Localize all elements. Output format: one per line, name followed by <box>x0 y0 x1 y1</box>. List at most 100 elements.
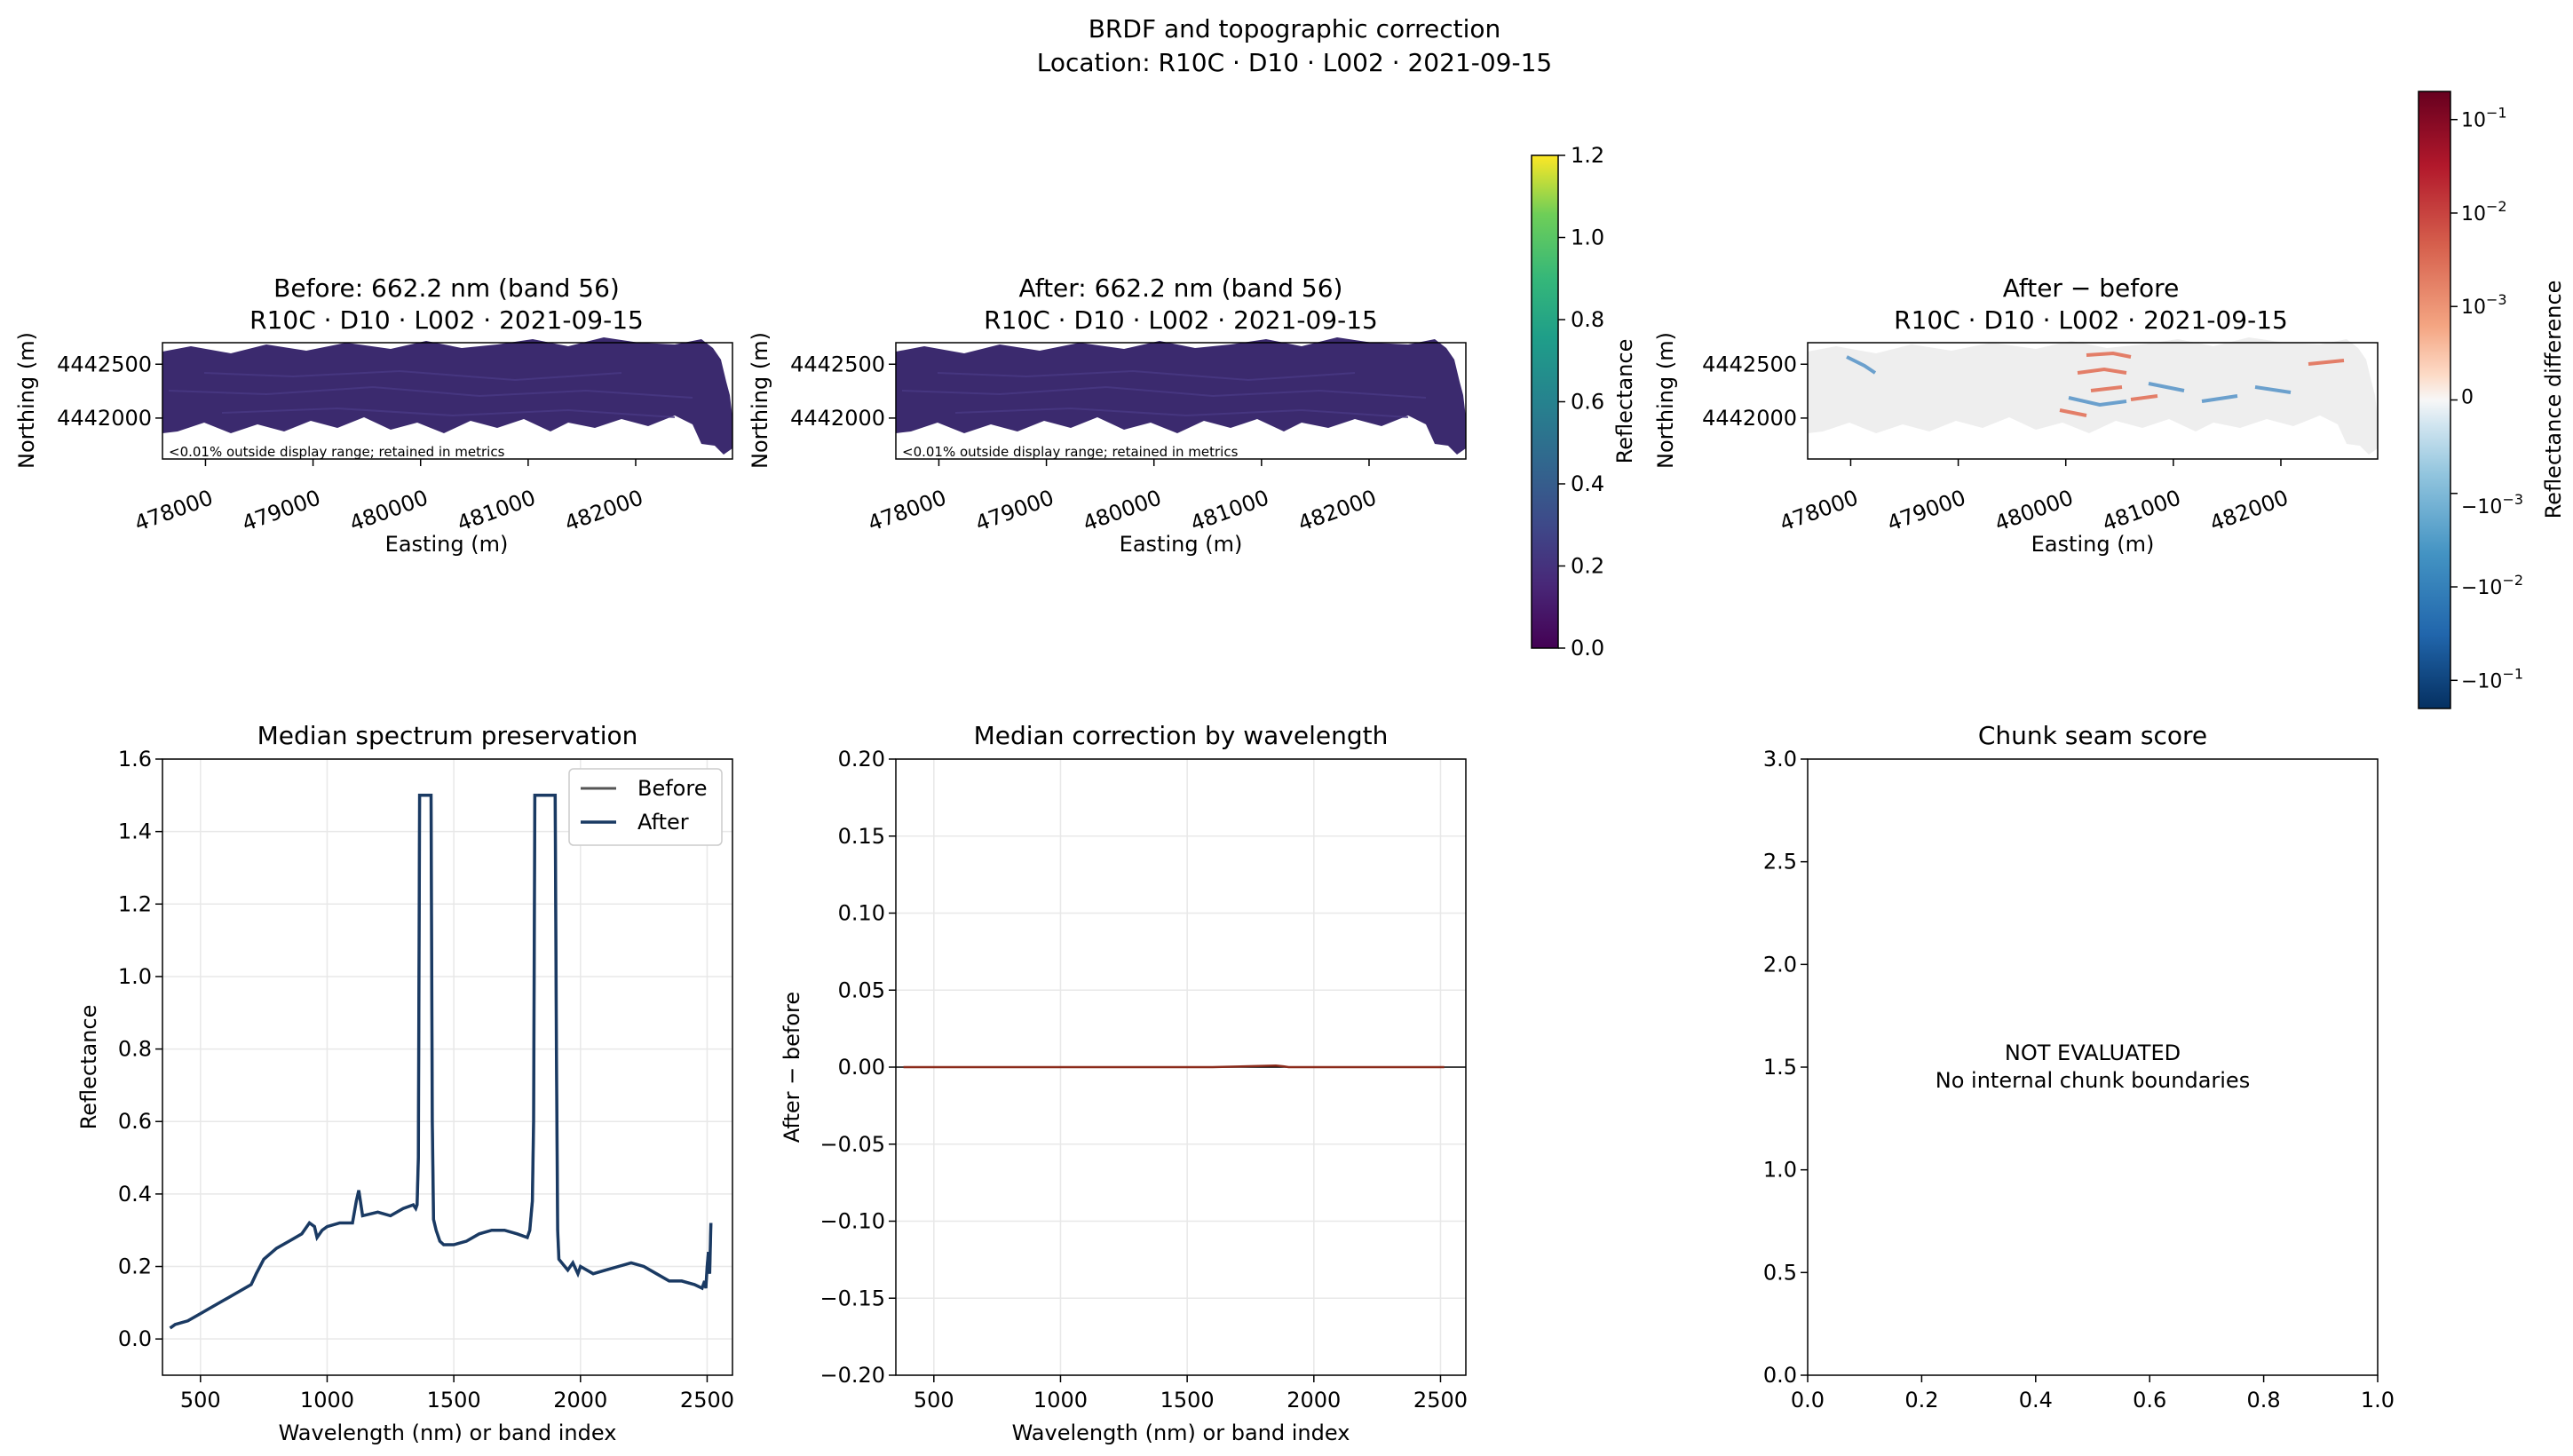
y-tick-label: 1.0 <box>1763 1158 1797 1183</box>
map-before-ylabel: Northing (m) <box>14 332 39 469</box>
reflectance-colorbar-label: Reflectance <box>1612 339 1637 464</box>
colorbar-tick-label: −10−3 <box>2461 491 2523 518</box>
seam-xticks: 0.0 0.2 0.4 0.6 0.8 1.0 <box>1791 1375 2395 1412</box>
map-diff-frame <box>1807 342 2379 460</box>
figure-title: BRDF and topographic correction <box>1089 14 1501 44</box>
y-tick-label: 0.2 <box>118 1254 152 1279</box>
correction-lines <box>896 1064 1466 1069</box>
x-tick-label: 482000 <box>1294 485 1380 536</box>
map-before-yticks: 4442000 4442500 <box>57 352 162 431</box>
reflectance-colorbar-ticks: 0.0 0.2 0.4 0.6 0.8 1.0 1.2 <box>1558 143 1604 661</box>
map-diff-subtitle: R10C · D10 · L002 · 2021-09-15 <box>1894 305 2288 335</box>
x-tick-label: 481000 <box>1187 485 1272 536</box>
spectrum-before-line <box>169 794 713 1330</box>
map-before-xlabel: Easting (m) <box>385 532 509 557</box>
x-tick-label: 479000 <box>239 485 324 536</box>
map-before-panel: Before: 662.2 nm (band 56) R10C · D10 · … <box>14 273 733 557</box>
spectrum-legend: Before After <box>568 768 723 846</box>
spectrum-xticks: 500 1000 1500 2000 2500 <box>180 1375 734 1412</box>
y-tick-label: 4442000 <box>790 406 885 431</box>
y-tick-label: 1.6 <box>118 747 152 772</box>
colorbar-tick-label: 10−2 <box>2461 198 2507 226</box>
figure-subtitle: Location: R10C · D10 · L002 · 2021-09-15 <box>1037 48 1552 77</box>
x-tick-label: 500 <box>914 1388 954 1412</box>
map-after-swath <box>896 337 1466 455</box>
x-tick-label: 478000 <box>865 485 950 536</box>
x-tick-label: 482000 <box>561 485 646 536</box>
y-tick-label: 1.4 <box>118 819 152 844</box>
correction-xlabel: Wavelength (nm) or band index <box>1012 1420 1350 1445</box>
x-tick-label: 482000 <box>2206 485 2292 536</box>
x-tick-label: 481000 <box>454 485 539 536</box>
x-tick-label: 479000 <box>972 485 1057 536</box>
reflectance-colorbar: 0.0 0.2 0.4 0.6 0.8 1.0 1.2 Reflectance <box>1531 143 1637 661</box>
spectrum-frame <box>162 758 733 1376</box>
map-before-texture <box>168 369 693 418</box>
map-before-note: <0.01% outside display range; retained i… <box>169 444 505 460</box>
seam-annotation-line1: NOT EVALUATED <box>2005 1041 2181 1065</box>
y-tick-label: 3.0 <box>1763 747 1797 772</box>
y-tick-label: 0.0 <box>118 1326 152 1351</box>
y-tick-label: 0.6 <box>118 1109 152 1134</box>
spectrum-legend-after-label: After <box>637 810 689 835</box>
x-tick-label: 480000 <box>1991 485 2077 536</box>
spectrum-legend-before-label: Before <box>637 776 707 801</box>
map-after-panel: After: 662.2 nm (band 56) R10C · D10 · L… <box>748 273 1467 557</box>
spectrum-lines <box>169 794 713 1330</box>
colorbar-tick-label: 10−3 <box>2461 291 2507 319</box>
difference-colorbar: 10−1 10−2 10−3 0 −10−3 −10−2 −10−1 Reflectance… <box>2418 91 2566 709</box>
seam-annotation-line2: No internal chunk boundaries <box>1936 1068 2250 1093</box>
map-diff-red-streaks <box>2059 351 2345 417</box>
map-diff-title: After − before <box>2003 273 2180 303</box>
map-diff-xlabel: Easting (m) <box>2031 532 2155 557</box>
y-tick-label: 1.2 <box>118 891 152 916</box>
map-diff-swath <box>1808 337 2378 455</box>
seam-frame <box>1807 758 2379 1376</box>
map-after-frame <box>895 342 1467 460</box>
map-after-note: <0.01% outside display range; retained i… <box>902 444 1239 460</box>
difference-colorbar-ticks: 10−1 10−2 10−3 0 −10−3 −10−2 −10−1 <box>2450 105 2523 692</box>
y-tick-label: 0.05 <box>838 977 885 1002</box>
colorbar-tick-label: 0.2 <box>1571 554 1604 579</box>
colorbar-tick-label: 0 <box>2461 387 2474 409</box>
y-tick-label: −0.05 <box>819 1132 885 1157</box>
difference-colorbar-label: Reflectance difference <box>2541 281 2566 519</box>
x-tick-label: 1000 <box>1033 1388 1088 1412</box>
y-tick-label: 2.5 <box>1763 850 1797 874</box>
map-after-title: After: 662.2 nm (band 56) <box>1019 273 1343 303</box>
y-tick-label: 1.0 <box>118 964 152 989</box>
spectrum-after-line <box>169 794 713 1330</box>
colorbar-tick-label: 0.8 <box>1571 307 1604 332</box>
map-before-title: Before: 662.2 nm (band 56) <box>273 273 620 303</box>
colorbar-tick-label: 0.4 <box>1571 471 1604 496</box>
map-before-frame <box>162 342 733 460</box>
map-after-texture <box>901 369 1427 418</box>
colorbar-tick-label: 1.0 <box>1571 226 1604 250</box>
map-diff-blue-streaks <box>1846 355 2292 408</box>
seam-yticks: 0.0 0.5 1.0 1.5 2.0 2.5 3.0 <box>1763 747 1808 1388</box>
map-before-swath <box>162 337 732 455</box>
x-tick-label: 480000 <box>1080 485 1165 536</box>
x-tick-label: 1500 <box>427 1388 481 1412</box>
y-tick-label: 0.8 <box>118 1037 152 1062</box>
map-diff-ylabel: Northing (m) <box>1653 332 1678 469</box>
colorbar-tick-label: −10−1 <box>2461 665 2523 692</box>
x-tick-label: 0.2 <box>1904 1388 1938 1412</box>
correction-xticks: 500 1000 1500 2000 2500 <box>914 1375 1468 1412</box>
map-before-xticks: 478000 479000 480000 481000 482000 <box>131 459 646 536</box>
y-tick-label: 4442500 <box>57 352 152 376</box>
x-tick-label: 2000 <box>1286 1388 1341 1412</box>
spectrum-title: Median spectrum preservation <box>257 721 638 750</box>
y-tick-label: 0.5 <box>1763 1260 1797 1285</box>
difference-colorbar-gradient <box>2418 91 2451 709</box>
y-tick-label: 0.20 <box>838 747 885 772</box>
y-tick-label: 0.4 <box>118 1182 152 1207</box>
y-tick-label: −0.15 <box>819 1286 885 1310</box>
map-after-xlabel: Easting (m) <box>1120 532 1243 557</box>
x-tick-label: 1.0 <box>2361 1388 2395 1412</box>
x-tick-label: 2000 <box>553 1388 607 1412</box>
y-tick-label: −0.20 <box>819 1363 885 1388</box>
map-after-ylabel: Northing (m) <box>748 332 772 469</box>
x-tick-label: 2500 <box>1413 1388 1468 1412</box>
